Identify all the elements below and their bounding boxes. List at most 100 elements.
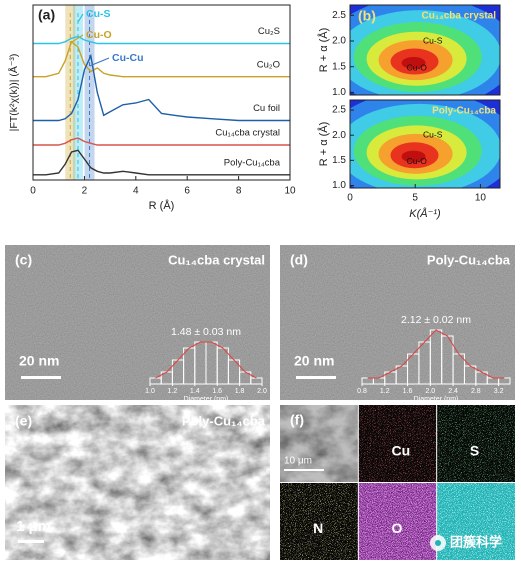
panel-label: (b) bbox=[358, 8, 376, 24]
y-tick-label: 1.5 bbox=[332, 155, 346, 166]
fit-label: 1.48 ± 0.03 nm bbox=[171, 326, 241, 338]
map-title: Poly-Cu₁₄cba bbox=[432, 106, 496, 117]
y-tick-label: 2.0 bbox=[332, 130, 346, 141]
scale-label: 20 nm bbox=[294, 353, 334, 369]
scale-label: 10 μm bbox=[284, 456, 312, 467]
eds-speckle bbox=[280, 482, 359, 560]
x-tick-label: 1.0 bbox=[145, 388, 155, 395]
panel-title: Poly-Cu₁₄cba bbox=[182, 413, 266, 428]
panel-label: (c) bbox=[15, 252, 32, 268]
x-tick-label: 1.6 bbox=[403, 388, 413, 395]
panel-title: Poly-Cu₁₄cba bbox=[427, 252, 511, 267]
annotation-arrow bbox=[89, 57, 110, 67]
contour-map bbox=[350, 100, 500, 188]
x-tick-label: 2.4 bbox=[448, 388, 458, 395]
x-tick-label: 10 bbox=[284, 186, 296, 197]
peak-label: Cu-S bbox=[423, 35, 443, 45]
series-label: Cu₂O bbox=[257, 59, 280, 70]
y-axis-label: R + α (Å) bbox=[317, 28, 330, 73]
eds-speckle bbox=[358, 405, 437, 483]
y-tick-label: 2.0 bbox=[332, 36, 346, 47]
scale-bar bbox=[284, 469, 324, 471]
y-axis-label: R + α (Å) bbox=[317, 122, 330, 167]
x-tick-label: 2.0 bbox=[257, 388, 267, 395]
y-tick-label: 1.0 bbox=[332, 180, 346, 191]
x-tick-label: 0 bbox=[347, 193, 353, 204]
y-axis-label: |FT(k²χ(k))| (Å⁻³) bbox=[7, 54, 20, 132]
x-tick-label: 1.2 bbox=[380, 388, 390, 395]
hist-x-label: Diameter (nm) bbox=[184, 396, 229, 403]
scale-bar bbox=[296, 376, 336, 379]
scale-label: 1 μm bbox=[16, 518, 51, 535]
x-tick-label: 1.4 bbox=[190, 388, 200, 395]
peak-label: Cu-O bbox=[407, 156, 428, 166]
series-label: Cu₂S bbox=[258, 26, 280, 37]
exafs-curve bbox=[33, 35, 290, 45]
x-tick-label: 2.0 bbox=[425, 388, 435, 395]
contour bbox=[401, 56, 426, 69]
x-tick-label: 0.8 bbox=[357, 388, 367, 395]
x-tick-label: 0 bbox=[30, 186, 36, 197]
exafs-curve bbox=[33, 149, 290, 176]
exafs-curve bbox=[33, 40, 290, 78]
exafs-curve bbox=[33, 137, 290, 146]
annotation-arrow bbox=[69, 34, 84, 44]
annotation: Cu-Cu bbox=[112, 52, 144, 64]
panel-label: (a) bbox=[38, 7, 55, 23]
map-title: Cu₁₄cba crystal bbox=[422, 11, 497, 22]
fit-label: 2.12 ± 0.02 nm bbox=[401, 314, 471, 326]
y-tick-label: 1.5 bbox=[332, 61, 346, 72]
eds-speckle bbox=[436, 405, 515, 483]
series-label: Poly-Cu₁₄cba bbox=[224, 157, 281, 168]
y-tick-label: 2.5 bbox=[332, 10, 346, 21]
map-frame bbox=[349, 4, 501, 96]
scale-label: 20 nm bbox=[19, 353, 59, 369]
x-axis-label: K(Å⁻¹) bbox=[409, 207, 441, 220]
panel-label: (d) bbox=[290, 252, 308, 268]
tem-texture bbox=[5, 245, 270, 400]
x-tick-label: 2 bbox=[82, 186, 88, 197]
element-label: O bbox=[392, 520, 403, 536]
x-tick-label: 10 bbox=[475, 193, 487, 204]
x-tick-label: 6 bbox=[184, 186, 190, 197]
sem-texture bbox=[5, 405, 270, 560]
x-tick-label: 8 bbox=[236, 186, 242, 197]
scale-bar bbox=[21, 376, 61, 379]
exafs-curve bbox=[33, 53, 290, 122]
peak-label: Cu-S bbox=[423, 129, 443, 139]
x-tick-label: 5 bbox=[412, 193, 418, 204]
series-label: Cu foil bbox=[253, 103, 280, 114]
annotation-arrow bbox=[77, 13, 84, 23]
element-label: Cu bbox=[392, 442, 411, 458]
fit-curve bbox=[367, 329, 505, 379]
x-tick-label: 1.6 bbox=[212, 388, 222, 395]
peak-label: Cu-O bbox=[407, 62, 428, 72]
watermark: 团簇科学 bbox=[450, 534, 502, 549]
contour bbox=[401, 150, 426, 163]
panel-label: (e) bbox=[15, 413, 32, 429]
x-tick-label: 1.8 bbox=[235, 388, 245, 395]
series-label: Cu₁₄cba crystal bbox=[215, 128, 280, 139]
x-axis-label: R (Å) bbox=[149, 199, 175, 212]
x-tick-label: 4 bbox=[133, 186, 139, 197]
watermark-icon-dot bbox=[435, 540, 441, 546]
plot-frame bbox=[32, 4, 291, 181]
eds-speckle bbox=[358, 482, 437, 560]
panel-label: (f) bbox=[290, 412, 304, 428]
x-tick-label: 3.2 bbox=[494, 388, 504, 395]
contour-map bbox=[350, 5, 500, 95]
x-tick-label: 1.2 bbox=[168, 388, 178, 395]
element-label: N bbox=[313, 520, 323, 536]
annotation: Cu-S bbox=[86, 8, 111, 20]
y-tick-label: 1.0 bbox=[332, 87, 346, 98]
map-frame bbox=[349, 99, 501, 189]
overlay-speckle bbox=[436, 482, 515, 560]
hist-x-label: Diameter (nm) bbox=[414, 396, 459, 403]
x-tick-label: 2.8 bbox=[471, 388, 481, 395]
fit-curve bbox=[155, 341, 257, 379]
y-tick-label: 2.5 bbox=[332, 105, 346, 116]
panel-title: Cu₁₄cba crystal bbox=[168, 252, 265, 267]
element-label: S bbox=[470, 442, 479, 458]
annotation: Cu-O bbox=[86, 29, 112, 41]
